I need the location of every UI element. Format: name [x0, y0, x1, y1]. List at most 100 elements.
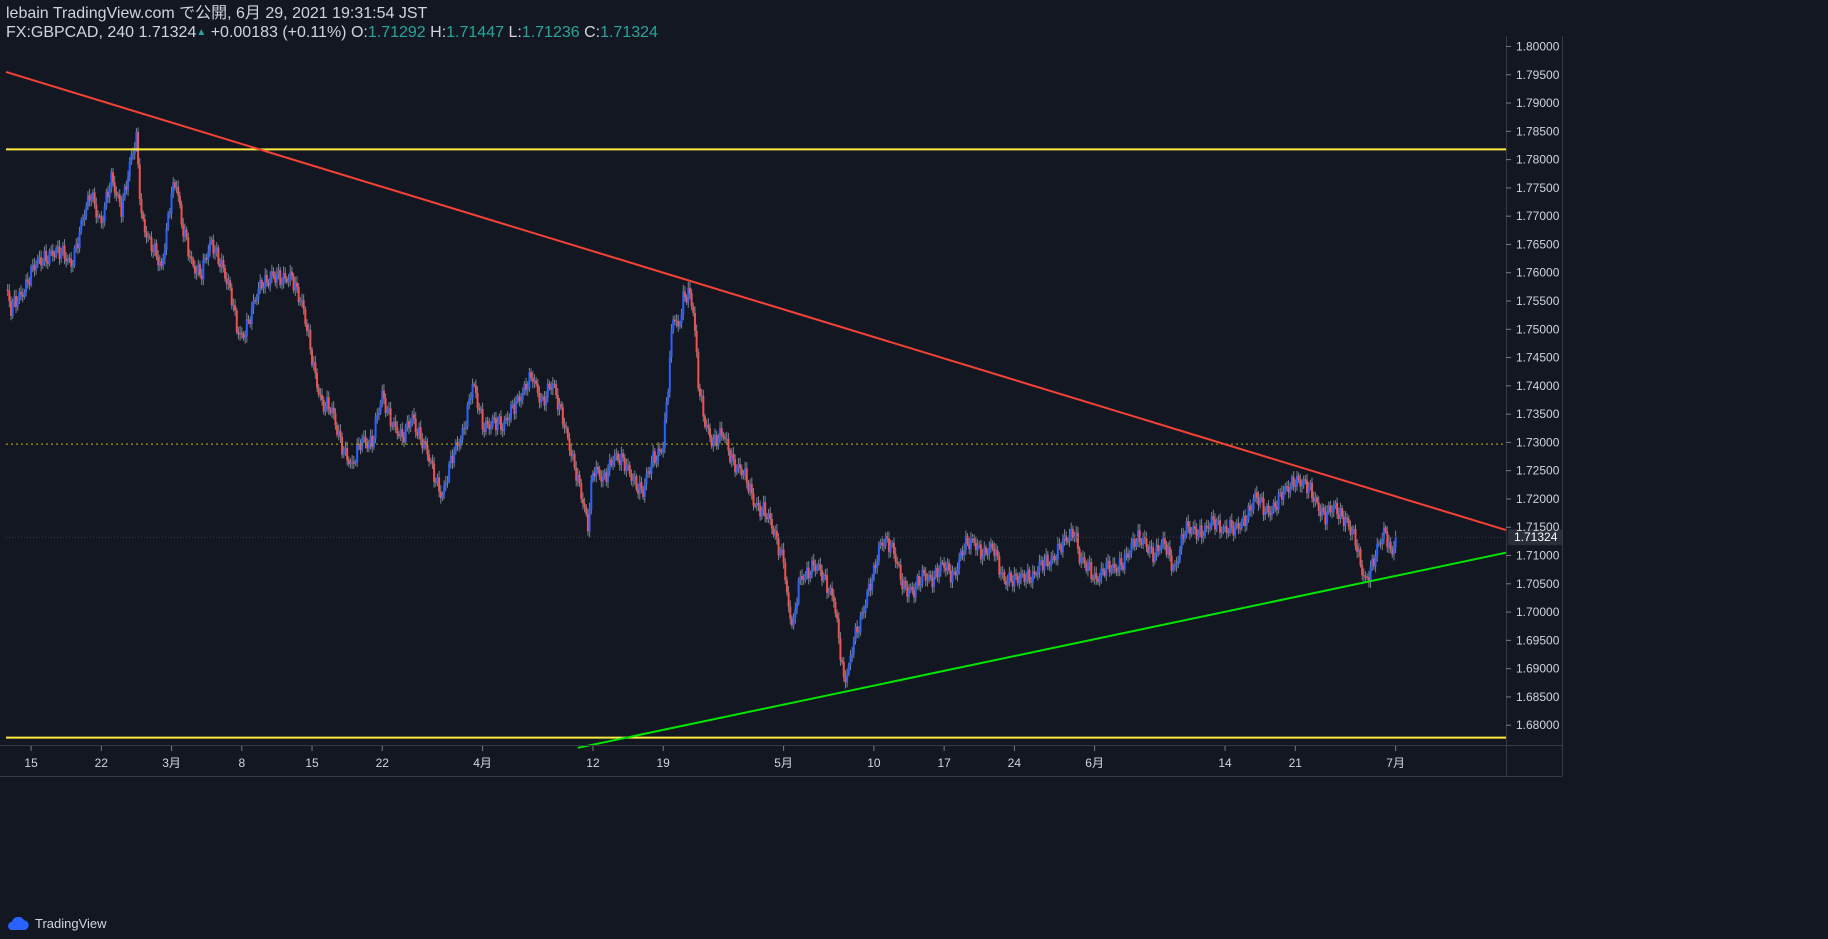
candle-body — [1307, 487, 1310, 494]
candle-body — [279, 270, 282, 286]
candle-body — [1387, 541, 1390, 548]
candle-body — [1260, 497, 1263, 499]
ohlc-legend[interactable]: FX:GBPCAD, 240 1.71324▲ +0.00183 (+0.11%… — [6, 23, 658, 42]
candle-body — [1142, 536, 1145, 546]
candle-body — [785, 580, 788, 593]
price-tick-label: 1.69000 — [1516, 662, 1560, 676]
candle-body — [974, 542, 977, 551]
candle-body — [989, 543, 992, 549]
candle-body — [242, 333, 245, 339]
candle-body — [677, 320, 680, 327]
time-tick-label: 12 — [586, 756, 600, 770]
candle-body — [780, 549, 783, 551]
candle-body — [655, 460, 658, 464]
candle-body — [782, 549, 785, 563]
candle-body — [503, 420, 506, 432]
candle-body — [297, 286, 300, 302]
candle-body — [662, 447, 665, 453]
candle-body — [1229, 519, 1232, 533]
resistance-trend-line[interactable] — [5, 70, 1507, 532]
candle-body — [1187, 521, 1190, 528]
candle-body — [332, 407, 335, 414]
candle-body — [767, 513, 770, 520]
candle-body — [513, 404, 516, 414]
candle-body — [300, 300, 303, 302]
candle-body — [682, 291, 685, 314]
candle-body — [1255, 492, 1258, 498]
candle-body — [994, 550, 997, 556]
candle-body — [720, 428, 723, 436]
support-trend-line[interactable] — [577, 551, 1507, 749]
candle-body — [538, 392, 541, 403]
candle-body — [245, 319, 248, 337]
candle-body — [839, 638, 842, 661]
tradingview-brand[interactable]: TradingView — [6, 916, 107, 931]
candle-body — [219, 263, 222, 268]
candle-body — [806, 567, 809, 575]
candle-body — [207, 251, 210, 260]
time-tick-label: 22 — [95, 756, 109, 770]
candle-body — [540, 398, 543, 403]
candle-body — [60, 252, 63, 259]
candle-body — [978, 544, 981, 546]
candle-body — [1326, 511, 1329, 525]
candle-body — [408, 421, 411, 428]
candle-body — [157, 256, 160, 266]
candle-body — [342, 450, 345, 455]
candle-body — [270, 271, 273, 278]
candle-body — [446, 481, 449, 483]
candle-body — [1173, 565, 1176, 567]
price-tick-label: 1.78500 — [1516, 124, 1560, 138]
candle-body — [1016, 575, 1019, 584]
candle-body — [1132, 538, 1135, 544]
candle-body — [988, 548, 991, 555]
candle-body — [1381, 539, 1384, 545]
candle-body — [1051, 556, 1054, 559]
candle-body — [760, 510, 763, 517]
candle-body — [1339, 508, 1342, 519]
candle-body — [431, 460, 434, 464]
candle-body — [642, 488, 645, 498]
candle-body — [1349, 527, 1352, 535]
candle-body — [598, 469, 601, 477]
candle-body — [1117, 570, 1120, 573]
candle-body — [938, 571, 941, 578]
candle-body — [336, 424, 339, 435]
candle-body — [1162, 537, 1165, 544]
candle-body — [464, 426, 467, 430]
candle-body — [573, 453, 576, 468]
open-value: 1.71292 — [367, 24, 426, 41]
candle-body — [1371, 558, 1374, 568]
candle-body — [1212, 516, 1215, 520]
candle-body — [774, 530, 777, 536]
candle-body — [775, 530, 778, 539]
candle-body — [996, 550, 999, 557]
candle-body — [871, 579, 874, 591]
candle-body — [23, 292, 26, 297]
candle-body — [203, 257, 206, 260]
axes-layer: 1.80000 1.79500 1.79000 1.78500 1.78000 1.775… — [0, 36, 1563, 777]
candle-body — [118, 194, 121, 203]
candle-body — [1050, 558, 1053, 566]
candle-body — [563, 424, 566, 428]
candle-body — [1344, 517, 1347, 526]
candle-body — [896, 561, 899, 565]
candle-body — [222, 260, 225, 269]
candle-body — [580, 483, 583, 499]
candle-body — [1003, 572, 1006, 582]
symbol-label[interactable]: FX:GBPCAD, 240 — [6, 24, 135, 41]
candle-body — [123, 186, 126, 199]
candle-body — [1354, 529, 1357, 547]
candle-body — [235, 310, 238, 333]
candle-body — [556, 394, 559, 410]
candle-body — [78, 231, 81, 249]
candle-body — [428, 454, 431, 462]
candle-body — [633, 476, 636, 480]
candle-body — [672, 319, 675, 331]
candle-body — [1043, 560, 1046, 571]
candle-body — [764, 502, 767, 517]
candle-body — [946, 562, 949, 571]
candle-body — [91, 192, 94, 200]
candle-body — [30, 266, 33, 285]
